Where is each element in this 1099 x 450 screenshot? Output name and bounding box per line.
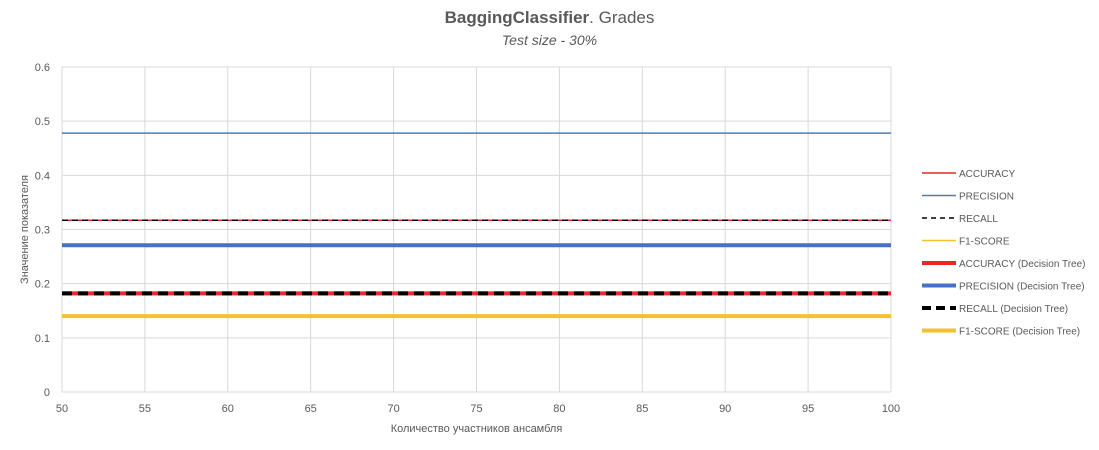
legend-label: F1-SCORE (Decision Tree): [959, 327, 1080, 338]
chart-subtitle: Test size - 30%: [501, 32, 598, 48]
legend-label: ACCURACY (Decision Tree): [959, 259, 1086, 270]
x-tick-label: 85: [636, 403, 648, 415]
x-tick-label: 90: [719, 403, 731, 415]
x-tick-label: 95: [802, 403, 814, 415]
legend-label: PRECISION: [959, 192, 1014, 203]
legend-label: PRECISION (Decision Tree): [959, 282, 1085, 293]
y-tick-label: 0.2: [35, 279, 50, 291]
x-tick-label: 55: [139, 403, 151, 415]
x-tick-label: 70: [387, 403, 399, 415]
chart-title-block: BaggingClassifier. Grades Test size - 30…: [0, 8, 1099, 48]
y-tick-label: 0.4: [35, 170, 50, 182]
y-tick-label: 0.5: [35, 116, 50, 128]
legend-label: RECALL: [959, 214, 998, 225]
x-tick-label: 80: [553, 403, 565, 415]
chart-title-rest: . Grades: [589, 8, 655, 27]
legend-label: ACCURACY: [959, 169, 1015, 180]
chart-title-bold: BaggingClassifier: [444, 8, 590, 27]
x-tick-label: 65: [305, 403, 317, 415]
y-tick-label: 0.1: [35, 333, 50, 345]
y-tick-label: 0.6: [35, 62, 50, 74]
y-tick-label: 0.3: [35, 225, 50, 237]
x-tick-label: 75: [470, 403, 482, 415]
legend-label: F1-SCORE: [959, 237, 1010, 248]
chart-title: BaggingClassifier. Grades: [0, 8, 1099, 28]
y-tick-label: 0: [44, 387, 50, 399]
y-axis-title: Значение показателя: [19, 175, 31, 284]
x-tick-label: 60: [222, 403, 234, 415]
legend-label: RECALL (Decision Tree): [959, 304, 1068, 315]
x-axis-title: Количество участников ансамбля: [391, 423, 563, 435]
x-tick-label: 100: [882, 403, 900, 415]
x-tick-label: 50: [56, 403, 68, 415]
